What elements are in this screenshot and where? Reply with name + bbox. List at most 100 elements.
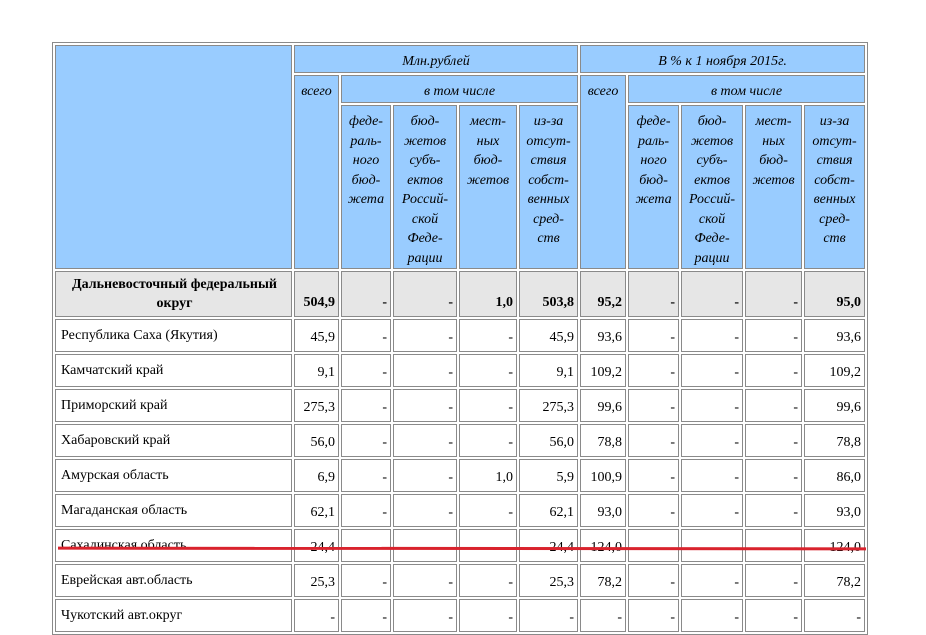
header-line: сред- <box>533 211 564 227</box>
cell-value: - <box>459 319 517 352</box>
header-line: бюд- <box>410 114 440 129</box>
header-line: субъ- <box>409 153 441 168</box>
header-line: бюд- <box>697 114 727 129</box>
cell-value: 93,6 <box>804 319 866 352</box>
cell-value: 56,0 <box>294 424 339 457</box>
column-header: из-за отсут-ствия собст-венных сред-ств <box>519 105 579 269</box>
cell-value: - <box>745 564 803 597</box>
header-line: рации <box>694 250 730 266</box>
column-header: феде-раль-ного бюд-жета <box>341 105 391 269</box>
cell-value: 504,9 <box>294 271 339 317</box>
cell-value: - <box>519 599 579 632</box>
cell-value: - <box>393 529 457 562</box>
cell-value: - <box>628 599 680 632</box>
row-label: Республика Саха (Якутия) <box>55 319 292 352</box>
cell-value: - <box>459 494 517 527</box>
row-label: Дальневосточный федеральный округ <box>55 271 292 317</box>
header-line: субъ- <box>696 153 728 168</box>
header-line: бюд- <box>639 172 668 188</box>
cell-value: 25,3 <box>519 564 579 597</box>
cell-value: 503,8 <box>519 271 579 317</box>
total-header: всего <box>580 75 627 269</box>
cell-value: - <box>628 564 680 597</box>
cell-value: 275,3 <box>519 389 579 422</box>
cell-value: - <box>393 424 457 457</box>
header-line: жетов <box>466 172 510 188</box>
cell-value: 24,4 <box>294 529 339 562</box>
header-line: раль- <box>350 133 382 149</box>
row-label: Амурская область <box>55 459 292 492</box>
cell-value: - <box>393 354 457 387</box>
header-row: феде-раль-ного бюд-жета бюд-жетов субъ-екто… <box>55 105 866 269</box>
header-line: ного <box>640 153 667 168</box>
cell-value: - <box>745 319 803 352</box>
group-header: Млн.рублей <box>294 45 579 73</box>
cell-value: - <box>681 354 744 387</box>
header-row: всего в том числе всего в том числе <box>55 75 866 269</box>
cell-value: - <box>745 529 803 562</box>
table-row: Хабаровский край 56,0- - -56,0 78,8- - -78,8 <box>55 424 866 457</box>
cell-value: 56,0 <box>519 424 579 457</box>
page: {"header": { "groups": ["Млн.рублей", "В… <box>52 42 869 635</box>
table-row: Еврейская авт.область 25,3- - -25,3 78,2- - -7… <box>55 564 866 597</box>
row-label: Магаданская область <box>55 494 292 527</box>
cell-value: - <box>681 529 744 562</box>
cell-value: 275,3 <box>294 389 339 422</box>
cell-value: 5,9 <box>519 459 579 492</box>
header-line: ств <box>537 231 560 246</box>
cell-value: - <box>628 354 680 387</box>
cell-value: - <box>294 599 339 632</box>
cell-value: - <box>681 319 744 352</box>
cell-value: - <box>459 389 517 422</box>
header-line: ской <box>698 211 726 227</box>
header-line: ных <box>762 133 785 149</box>
including-header: в том числе <box>628 75 866 103</box>
cell-value: - <box>459 529 517 562</box>
cell-value: - <box>393 599 457 632</box>
cell-value: - <box>628 424 680 457</box>
including-header: в том числе <box>341 75 579 103</box>
row-label: Приморский край <box>55 389 292 422</box>
cell-value: - <box>341 564 391 597</box>
header-line: венных <box>527 192 570 207</box>
header-line: жета <box>347 192 385 207</box>
header-line: Феде- <box>407 231 443 246</box>
cell-value: 78,8 <box>580 424 627 457</box>
cell-value: 93,6 <box>580 319 627 352</box>
cell-value: - <box>681 494 744 527</box>
header-line: ской <box>411 211 439 227</box>
cell-value: - <box>628 319 680 352</box>
corner-cell <box>55 45 292 269</box>
cell-value: 78,8 <box>804 424 866 457</box>
cell-value: - <box>341 529 391 562</box>
cell-value: - <box>745 424 803 457</box>
cell-value: - <box>628 494 680 527</box>
cell-value: 86,0 <box>804 459 866 492</box>
cell-value: 45,9 <box>294 319 339 352</box>
total-header: всего <box>294 75 339 269</box>
row-label: Еврейская авт.область <box>55 564 292 597</box>
cell-value: - <box>459 599 517 632</box>
cell-value: - <box>459 354 517 387</box>
table-row: Амурская область 6,9- -1,0 5,9 100,9- - -86,0 <box>55 459 866 492</box>
cell-value: - <box>681 424 744 457</box>
header-line: Феде- <box>694 231 730 246</box>
table-row: Республика Саха (Якутия) 45,9- - -45,9 93,6-… <box>55 319 866 352</box>
table-row: Чукотский авт.округ - - - - - - - - - - <box>55 599 866 632</box>
header-line: сред- <box>819 211 850 227</box>
cell-value: 124,0 <box>580 529 627 562</box>
cell-value: 62,1 <box>519 494 579 527</box>
cell-value: - <box>341 459 391 492</box>
cell-value: 1,0 <box>459 459 517 492</box>
cell-value: - <box>628 529 680 562</box>
header-line: феде- <box>636 114 671 129</box>
cell-value: 78,2 <box>580 564 627 597</box>
header-line: мест- <box>755 114 792 129</box>
header-line: собст- <box>814 172 855 188</box>
column-header: из-за отсут-ствия собст-венных сред-ств <box>804 105 866 269</box>
header-line: жета <box>635 192 672 207</box>
cell-value: - <box>628 389 680 422</box>
column-header: бюд-жетов субъ-ектов Россий-ской Феде-рации <box>681 105 744 269</box>
cell-value: - <box>628 459 680 492</box>
column-header: мест-ных бюд-жетов <box>459 105 517 269</box>
